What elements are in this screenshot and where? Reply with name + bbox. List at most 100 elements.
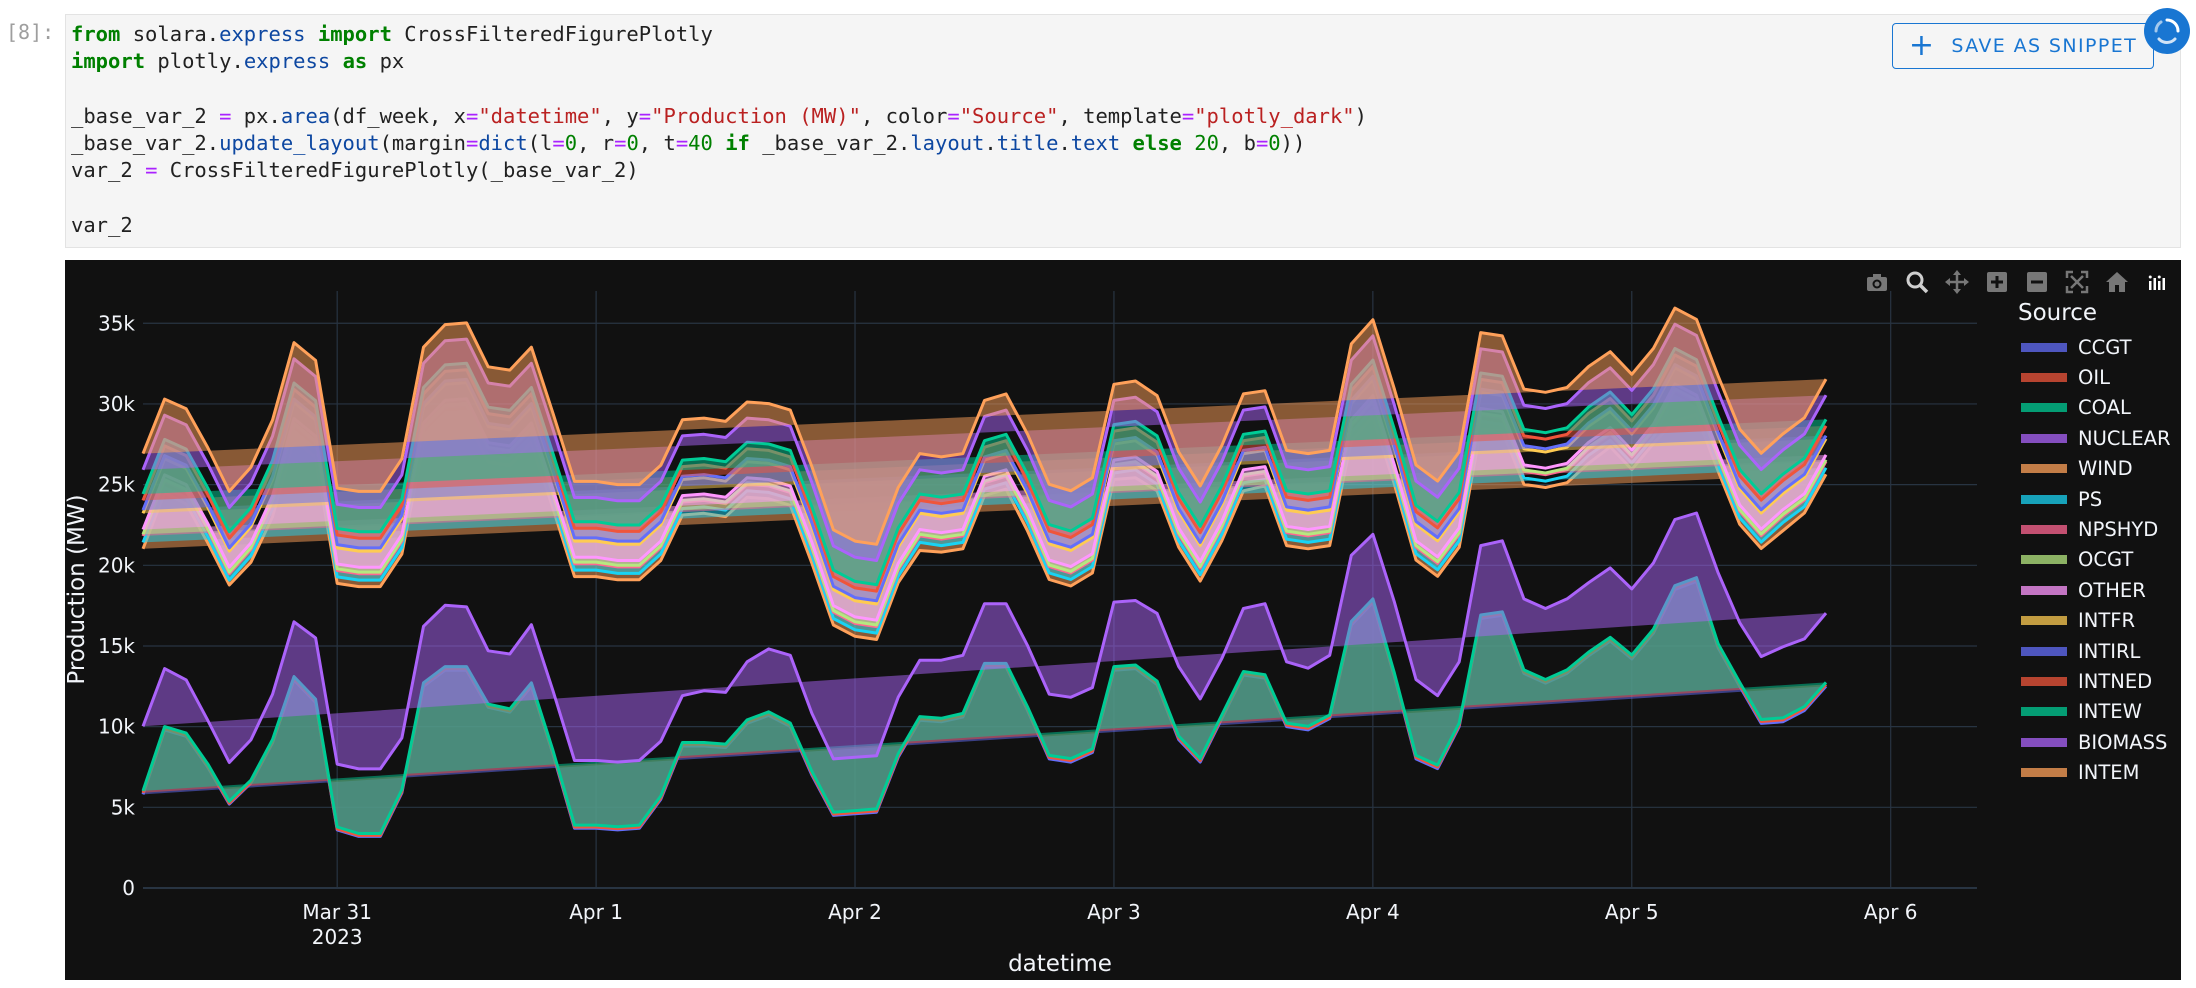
y-tick-label: 10k (98, 715, 135, 739)
code-token: area (280, 103, 331, 128)
legend-swatch (2021, 403, 2067, 413)
area-coal (143, 577, 1826, 834)
zoom-in-icon[interactable] (1985, 270, 2009, 294)
legend-swatch (2021, 585, 2067, 595)
code-token: , template (1058, 103, 1182, 128)
code-token: from (71, 22, 121, 46)
pan-icon[interactable] (1945, 270, 1969, 294)
y-tick-label: 35k (98, 311, 135, 335)
reset-axes-icon[interactable] (2105, 270, 2129, 294)
x-tick-label: Apr 2 (828, 900, 882, 924)
code-token: px (367, 49, 405, 74)
code-token: 40 (688, 131, 713, 156)
area-intem (143, 308, 1826, 545)
legend-item[interactable]: NPSHYD (2021, 514, 2171, 544)
legend-item[interactable]: INTFR (2021, 606, 2171, 636)
legend-label: NPSHYD (2078, 518, 2159, 542)
code-token: CrossFilteredFigurePlotly(_base_var_2) (157, 158, 639, 183)
legend-item[interactable]: INTIRL (2021, 636, 2171, 666)
code-token: CrossFilteredFigurePlotly (391, 22, 713, 46)
legend-item[interactable]: WIND (2021, 454, 2171, 484)
legend-item[interactable]: CCGT (2021, 332, 2171, 362)
line-intem (141, 306, 1828, 546)
loading-spinner-icon (2144, 8, 2190, 54)
legend-swatch (2021, 616, 2067, 626)
x-tick-label: Apr 3 (1087, 900, 1141, 924)
plot-modebar (1865, 270, 2169, 294)
code-token: , b (1218, 131, 1256, 156)
legend-item[interactable]: BIOMASS (2021, 727, 2171, 757)
code-token: if (725, 131, 750, 156)
legend-label: INTNED (2078, 669, 2153, 693)
code-token: _base_var_2. (749, 131, 911, 156)
x-tick-label: Apr 5 (1605, 900, 1659, 924)
legend-title: Source (2018, 300, 2097, 326)
y-tick-label: 15k (98, 634, 135, 658)
code-token: px. (231, 103, 281, 128)
y-tick-label: 5k (111, 795, 136, 819)
legend-swatch (2021, 433, 2067, 443)
chart-legend: CCGT OIL COAL NUCLEAR WIND PS NPSHYD OCGT OTHER I… (2021, 332, 2171, 788)
x-tick-sublabel: 2023 (312, 925, 363, 949)
legend-label: INTFR (2078, 609, 2136, 633)
code-token: = (638, 103, 652, 128)
save-as-snippet-button[interactable]: + SAVE AS SNIPPET (1892, 23, 2154, 69)
legend-label: OTHER (2078, 578, 2146, 602)
legend-item[interactable]: NUCLEAR (2021, 423, 2171, 453)
x-tick-label: Apr 4 (1346, 900, 1400, 924)
code-token: 0 (1268, 131, 1281, 156)
code-token (330, 49, 342, 73)
code-token: , y (601, 103, 639, 128)
code-token: = (465, 131, 479, 156)
code-token: _base_var_2. (71, 131, 220, 156)
legend-swatch (2021, 768, 2067, 778)
code-token: express (243, 49, 331, 74)
legend-item[interactable]: OTHER (2021, 575, 2171, 605)
zoom-out-icon[interactable] (2025, 270, 2049, 294)
legend-label: PS (2078, 487, 2103, 511)
x-tick-label: Apr 1 (569, 900, 623, 924)
legend-item[interactable]: INTNED (2021, 666, 2171, 696)
legend-item[interactable]: INTEM (2021, 757, 2171, 787)
legend-item[interactable]: COAL (2021, 393, 2171, 423)
code-token: (margin (379, 131, 466, 156)
code-token: (l (527, 131, 553, 156)
x-axis-title: datetime (1008, 951, 1112, 977)
code-token: = (675, 131, 689, 156)
code-token (1182, 131, 1194, 155)
save-as-snippet-label: SAVE AS SNIPPET (1951, 35, 2138, 57)
legend-label: COAL (2078, 396, 2131, 420)
code-token: var_2 (71, 158, 146, 183)
code-token: = (614, 131, 627, 156)
legend-item[interactable]: INTEW (2021, 697, 2171, 727)
code-cell[interactable]: from solara.express import CrossFiltered… (65, 14, 2181, 248)
code-token: 0 (564, 131, 578, 156)
plus-icon: + (1908, 28, 1936, 63)
code-token (1120, 131, 1132, 155)
camera-icon[interactable] (1865, 270, 1889, 294)
legend-swatch (2021, 676, 2067, 686)
code-token: = (465, 103, 479, 128)
plotly-logo-icon[interactable] (2145, 270, 2169, 294)
x-tick-label: Apr 6 (1864, 900, 1918, 924)
code-token: import (317, 22, 392, 46)
plotly-figure[interactable]: 0 5k 10k 15k 20k 25k 30k 35k Mar 31 2023 Apr 1 Apr … (64, 260, 2181, 980)
code-token: , t (638, 131, 676, 156)
code-token: update_layout (219, 131, 380, 156)
autoscale-icon[interactable] (2065, 270, 2089, 294)
legend-label: OIL (2078, 366, 2110, 390)
code-line: var_2 (71, 212, 1367, 239)
code-line (71, 76, 1367, 103)
legend-swatch (2021, 737, 2067, 747)
legend-item[interactable]: OCGT (2021, 545, 2171, 575)
code-token: _base_var_2 (71, 103, 220, 128)
legend-item[interactable]: OIL (2021, 362, 2171, 392)
legend-item[interactable]: PS (2021, 484, 2171, 514)
code-editor[interactable]: from solara.express import CrossFiltered… (71, 21, 1367, 239)
area-intew (143, 348, 1826, 585)
zoom-icon[interactable] (1905, 270, 1929, 294)
code-token: text (1070, 131, 1121, 156)
legend-label: NUCLEAR (2078, 426, 2171, 450)
y-tick-label: 0 (122, 876, 135, 900)
